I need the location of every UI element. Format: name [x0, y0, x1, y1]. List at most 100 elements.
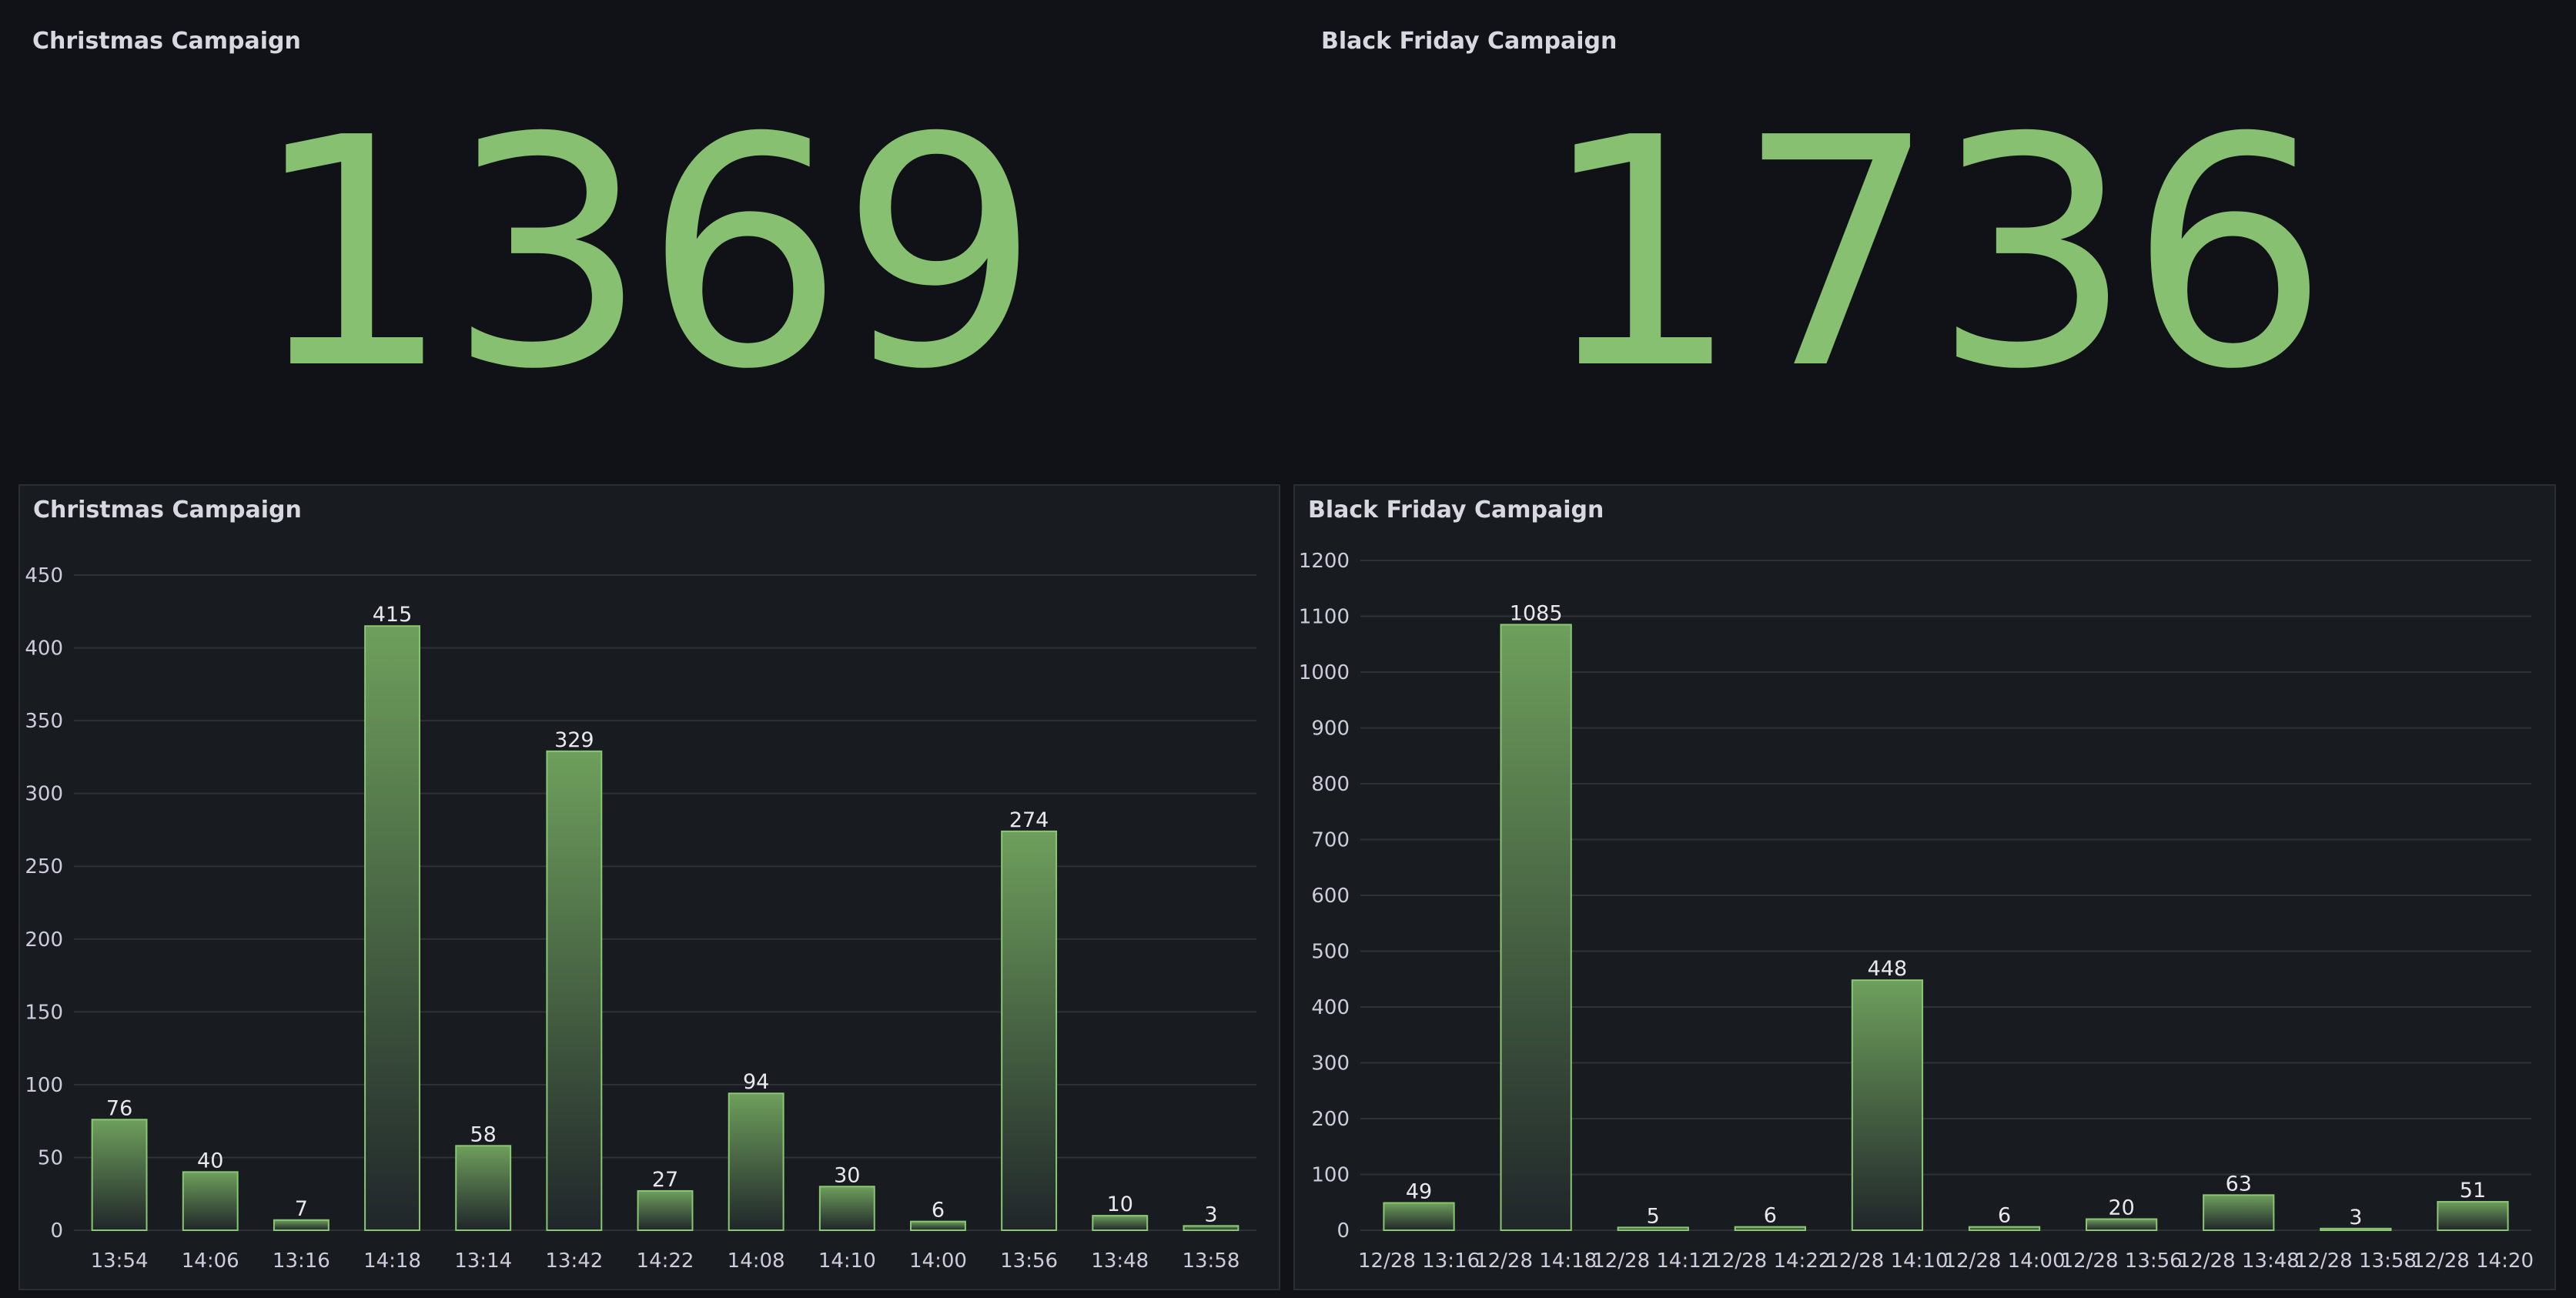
bar[interactable]	[364, 625, 420, 1231]
y-tick-label: 250	[25, 855, 63, 878]
y-tick-label: 400	[1311, 996, 1350, 1019]
x-tick-label: 14:00	[909, 1249, 967, 1273]
y-tick-label: 1000	[1299, 661, 1350, 684]
bar-value-label: 7	[295, 1197, 308, 1221]
bar-chart-panel-black-friday: Black Friday Campaign 0 100 200 300 400 500 60…	[1293, 484, 2556, 1290]
bar-value-label: 10	[1107, 1193, 1133, 1216]
stat-value: 1369	[251, 70, 1040, 438]
bar[interactable]	[2320, 1227, 2392, 1232]
bar[interactable]	[182, 1171, 239, 1231]
y-tick-label: 900	[1311, 718, 1350, 741]
bar[interactable]	[1968, 1226, 2041, 1232]
x-tick-label: 12/28 13:16	[1358, 1249, 1480, 1273]
x-tick-label: 12/28 14:00	[1943, 1249, 2065, 1273]
x-tick-label: 14:18	[363, 1249, 421, 1273]
stat-panel-christmas: Christmas Campaign 1369	[0, 0, 1287, 477]
bar-value-label: 329	[554, 728, 594, 752]
y-tick-label: 1100	[1299, 606, 1350, 629]
bar[interactable]	[1001, 830, 1058, 1231]
x-tick-label: 14:06	[182, 1249, 239, 1273]
y-tick-label: 400	[25, 637, 63, 661]
y-tick-label: 200	[1311, 1108, 1350, 1131]
y-tick-label: 150	[25, 1001, 63, 1024]
bar[interactable]	[1617, 1226, 1689, 1231]
bar-value-label: 94	[743, 1070, 769, 1094]
bar[interactable]	[637, 1189, 694, 1232]
bar[interactable]	[1500, 624, 1572, 1231]
bar[interactable]	[273, 1219, 330, 1231]
x-tick-label: 12/28 14:18	[1475, 1249, 1597, 1273]
x-tick-label: 12/28 14:20	[2412, 1249, 2534, 1273]
x-tick-label: 12/28 13:56	[2061, 1249, 2183, 1273]
x-tick-label: 13:58	[1182, 1249, 1239, 1273]
bar-value-label: 3	[1204, 1203, 1217, 1226]
y-tick-label: 100	[1311, 1164, 1350, 1187]
bar[interactable]	[1734, 1226, 1806, 1232]
bar-value-label: 274	[1009, 808, 1049, 832]
bar[interactable]	[1183, 1225, 1239, 1231]
bar-value-label: 49	[1406, 1179, 1432, 1203]
x-tick-label: 13:16	[273, 1249, 330, 1273]
y-tick-label: 300	[1311, 1052, 1350, 1076]
bar[interactable]	[91, 1119, 148, 1232]
y-tick-label: 100	[25, 1074, 63, 1097]
x-tick-label: 14:08	[728, 1249, 785, 1273]
x-tick-label: 12/28 14:10	[1826, 1249, 1948, 1273]
y-tick-label: 200	[25, 928, 63, 952]
y-tick-label: 800	[1311, 773, 1350, 796]
bar-value-label: 6	[932, 1199, 945, 1223]
y-tick-label: 1200	[1299, 550, 1350, 573]
bar[interactable]	[1092, 1215, 1149, 1231]
panel-title[interactable]: Christmas Campaign	[32, 28, 301, 55]
y-tick-label: 600	[1311, 885, 1350, 908]
y-tick-label: 350	[25, 710, 63, 733]
bar[interactable]	[2203, 1194, 2275, 1232]
bar-value-label: 76	[106, 1096, 132, 1120]
x-tick-label: 13:56	[1000, 1249, 1058, 1273]
panel-title[interactable]: Black Friday Campaign	[1321, 28, 1618, 55]
stat-value: 1736	[1540, 70, 2329, 438]
bar[interactable]	[1383, 1202, 1455, 1231]
bar[interactable]	[910, 1220, 966, 1231]
x-tick-label: 13:48	[1091, 1249, 1149, 1273]
x-tick-label: 14:22	[637, 1249, 694, 1273]
bar-value-label: 20	[2108, 1196, 2134, 1220]
x-tick-label: 12/28 14:22	[1709, 1249, 1831, 1273]
bar[interactable]	[546, 750, 603, 1231]
x-tick-label: 12/28 13:58	[2295, 1249, 2417, 1273]
bar-value-label: 5	[1647, 1204, 1660, 1228]
stat-panel-black-friday: Black Friday Campaign 1736	[1289, 0, 2576, 477]
bar-value-label: 27	[652, 1168, 678, 1192]
bar-chart: 0501001502002503003504004507613:544014:0…	[25, 564, 1256, 1273]
y-tick-label: 0	[1337, 1219, 1350, 1243]
bar[interactable]	[728, 1092, 785, 1231]
y-tick-label: 300	[25, 783, 63, 806]
bar-value-label: 6	[1998, 1204, 2011, 1228]
bar-value-label: 1085	[1510, 601, 1563, 625]
x-tick-label: 12/28 14:12	[1592, 1249, 1714, 1273]
bar[interactable]	[2437, 1201, 2509, 1232]
x-tick-label: 13:14	[454, 1249, 512, 1273]
y-tick-label: 500	[1311, 941, 1350, 964]
x-tick-label: 13:42	[545, 1249, 603, 1273]
bar-chart-panel-christmas: Christmas Campaign 0 50 100 150 200 250 300 350…	[18, 484, 1280, 1290]
bar-value-label: 63	[2226, 1172, 2252, 1196]
bar-value-label: 415	[373, 603, 413, 627]
bar-value-label: 40	[197, 1149, 223, 1173]
bar[interactable]	[2086, 1218, 2158, 1231]
panel-title[interactable]: Christmas Campaign	[33, 497, 302, 524]
bar-value-label: 6	[1764, 1204, 1777, 1228]
y-tick-label: 450	[25, 564, 63, 587]
bar-value-label: 448	[1868, 957, 1908, 981]
bar[interactable]	[1851, 979, 1924, 1231]
y-tick-label: 50	[38, 1146, 63, 1169]
bar-value-label: 30	[834, 1163, 860, 1187]
x-tick-label: 12/28 13:48	[2178, 1249, 2300, 1273]
y-tick-label: 0	[50, 1219, 63, 1243]
bar[interactable]	[455, 1145, 512, 1231]
bar[interactable]	[818, 1186, 875, 1231]
bar-chart: 0 100 200 300 400 500 600 700 800 900 1000 1100 1200…	[1299, 550, 2534, 1273]
x-tick-label: 13:54	[91, 1249, 149, 1273]
panel-title[interactable]: Black Friday Campaign	[1308, 497, 1604, 524]
bar-value-label: 58	[470, 1122, 497, 1146]
